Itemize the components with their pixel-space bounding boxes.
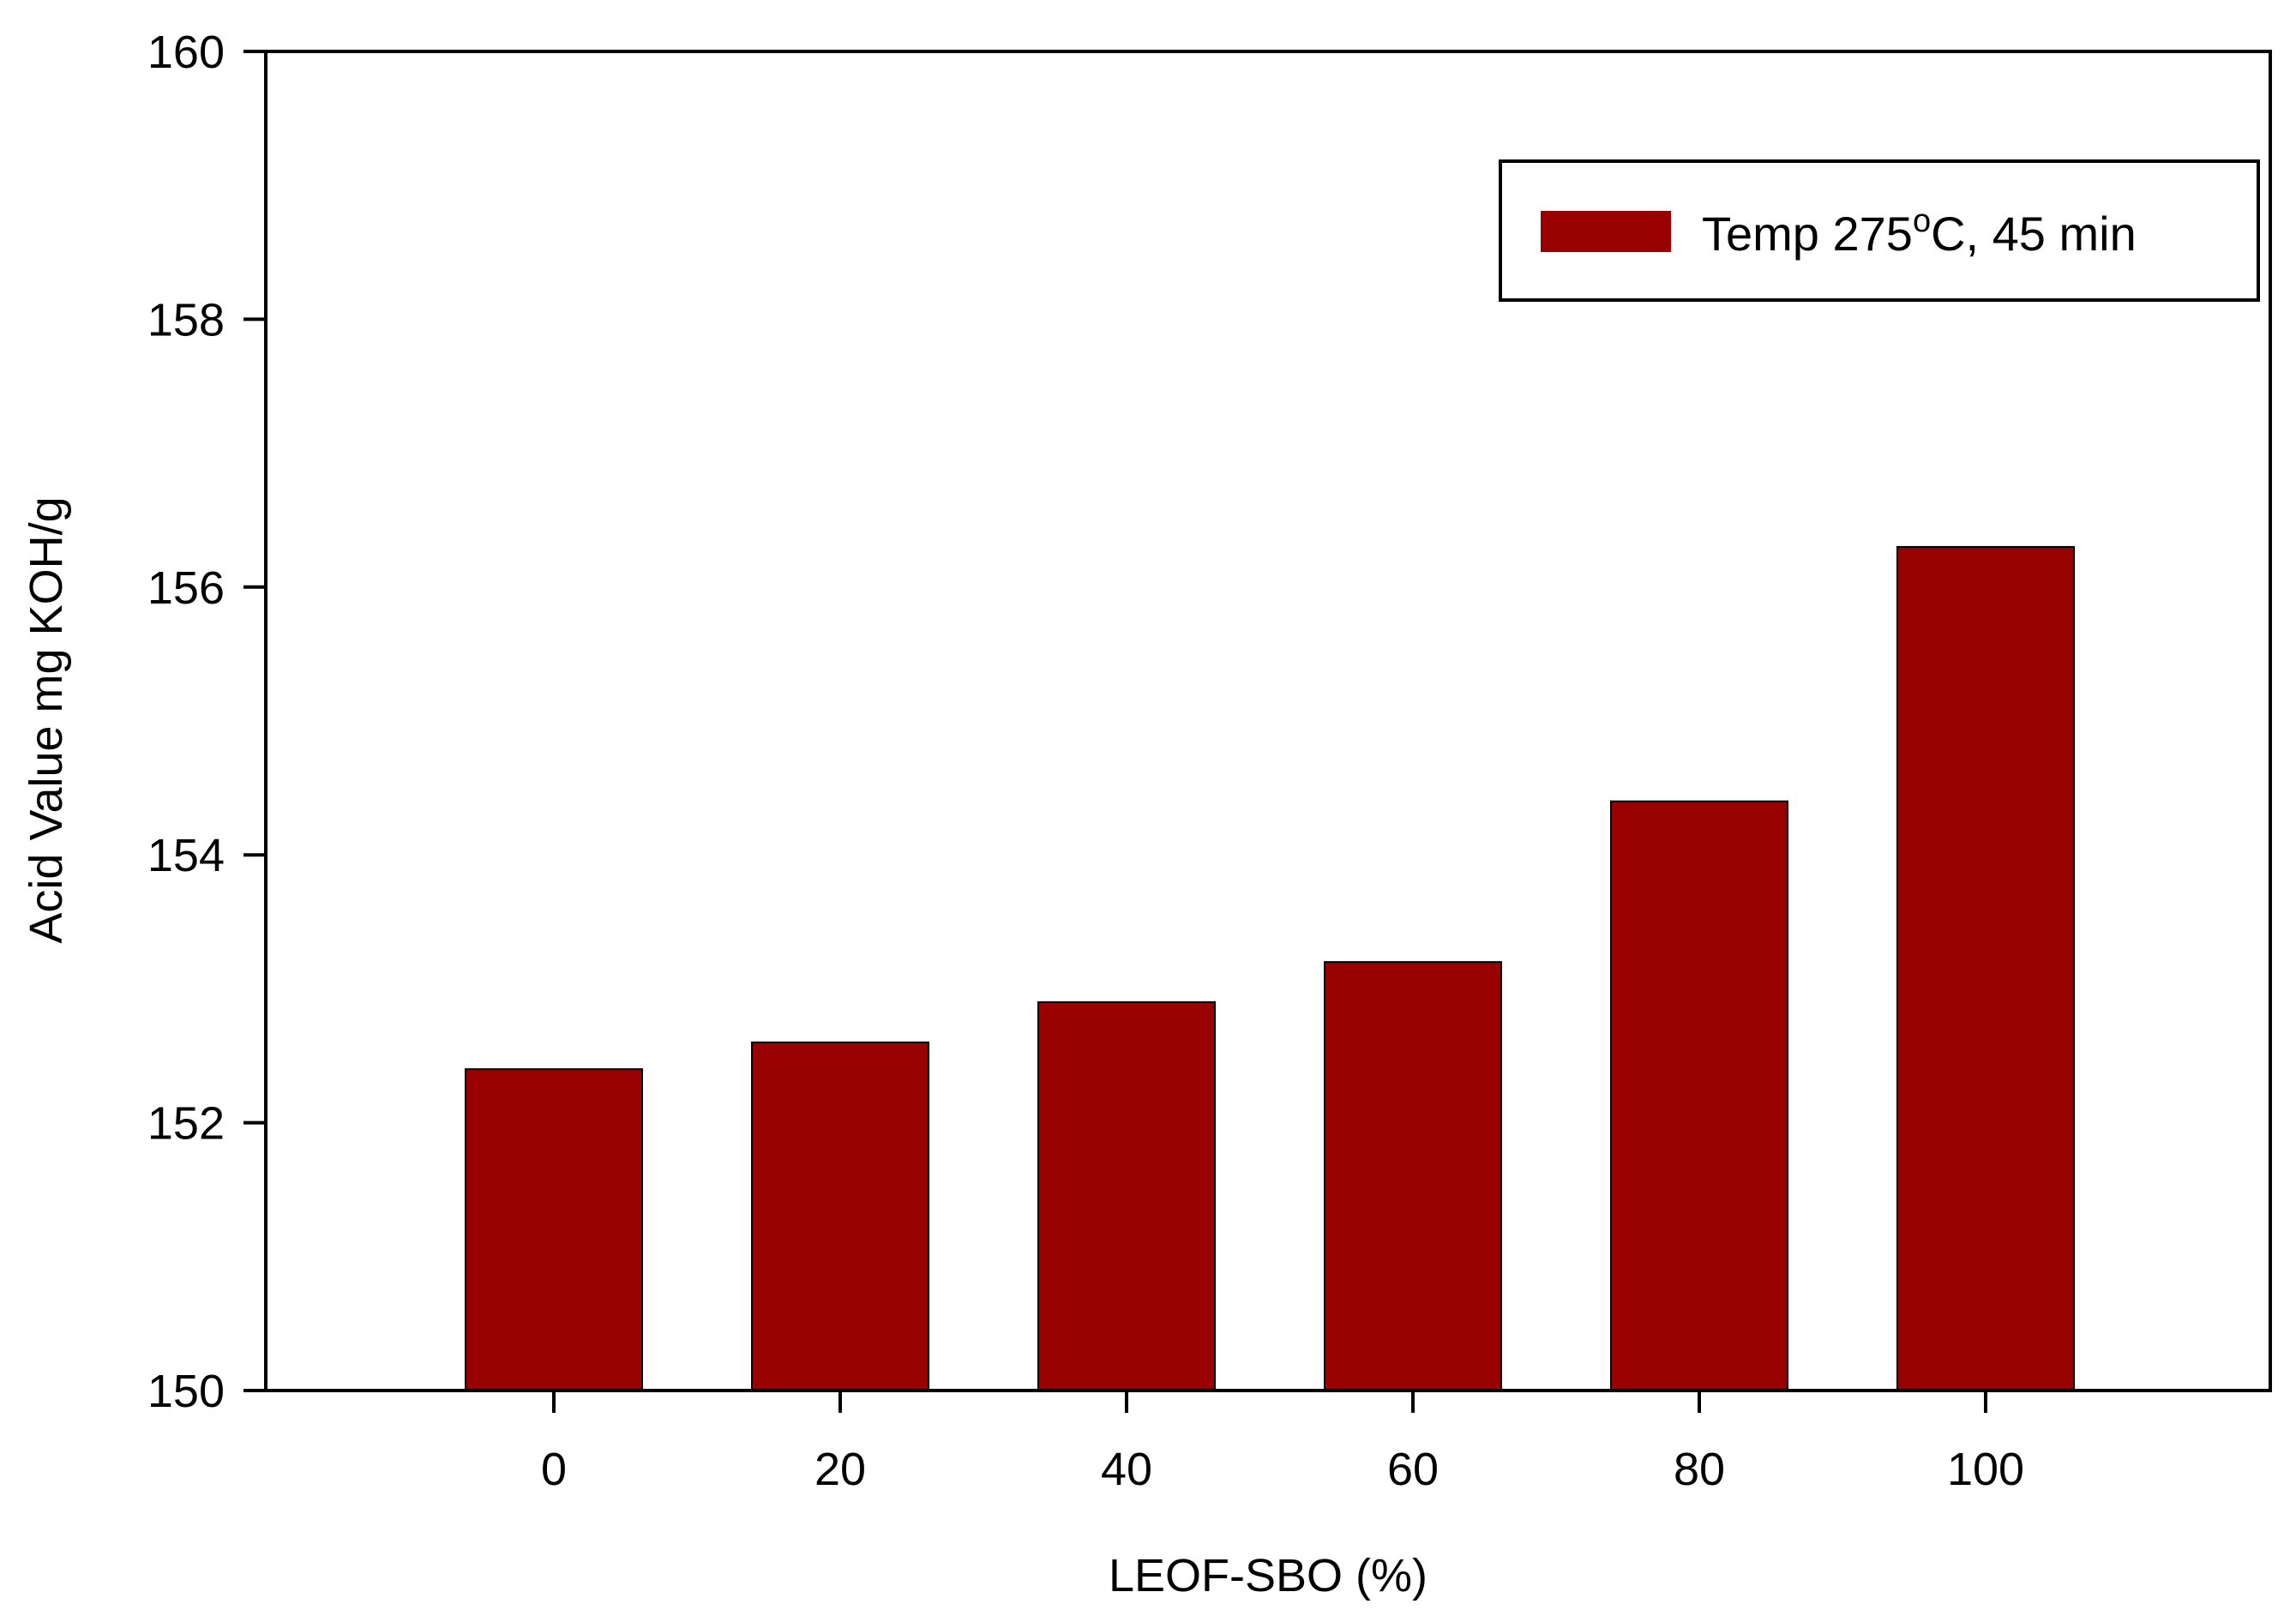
- x-axis-title: LEOF-SBO (%): [1109, 1550, 1427, 1601]
- bar-100: [1896, 545, 2075, 1391]
- bar-60: [1324, 961, 1502, 1392]
- y-tick-label-152: 152: [147, 1098, 225, 1150]
- y-tick-label-156: 156: [147, 562, 225, 614]
- x-axis-ticks: 0 20 40 60 80 100: [541, 1391, 2024, 1495]
- legend-swatch: [1541, 211, 1671, 252]
- legend-label-main: Temp 275: [1702, 207, 1913, 261]
- y-tick-label-160: 160: [147, 27, 225, 78]
- x-tick-label-80: 80: [1674, 1444, 1725, 1495]
- y-axis-title: Acid Value mg KOH/g: [21, 496, 72, 943]
- bar-80: [1610, 800, 1788, 1391]
- bar-20: [751, 1041, 929, 1391]
- y-tick-label-150: 150: [147, 1366, 225, 1417]
- legend-label-superscript: o: [1913, 203, 1931, 239]
- x-tick-label-60: 60: [1387, 1444, 1439, 1495]
- legend-label-suffix: C, 45 min: [1931, 207, 2137, 261]
- bar-40: [1037, 1001, 1216, 1392]
- x-tick-label-0: 0: [541, 1444, 567, 1495]
- y-axis-ticks: 150 152 154 156 158 160: [147, 27, 266, 1417]
- x-tick-label-40: 40: [1101, 1444, 1152, 1495]
- y-tick-label-158: 158: [147, 294, 225, 345]
- x-tick-label-20: 20: [814, 1444, 866, 1495]
- x-tick-label-100: 100: [1947, 1444, 2024, 1495]
- legend-label: Temp 275oC, 45 min: [1702, 203, 2137, 261]
- plot-frame: [264, 50, 2272, 1392]
- legend: Temp 275oC, 45 min: [1499, 159, 2260, 302]
- bar-0: [465, 1068, 643, 1391]
- y-tick-label-154: 154: [147, 830, 225, 881]
- bars-group: [465, 545, 2075, 1392]
